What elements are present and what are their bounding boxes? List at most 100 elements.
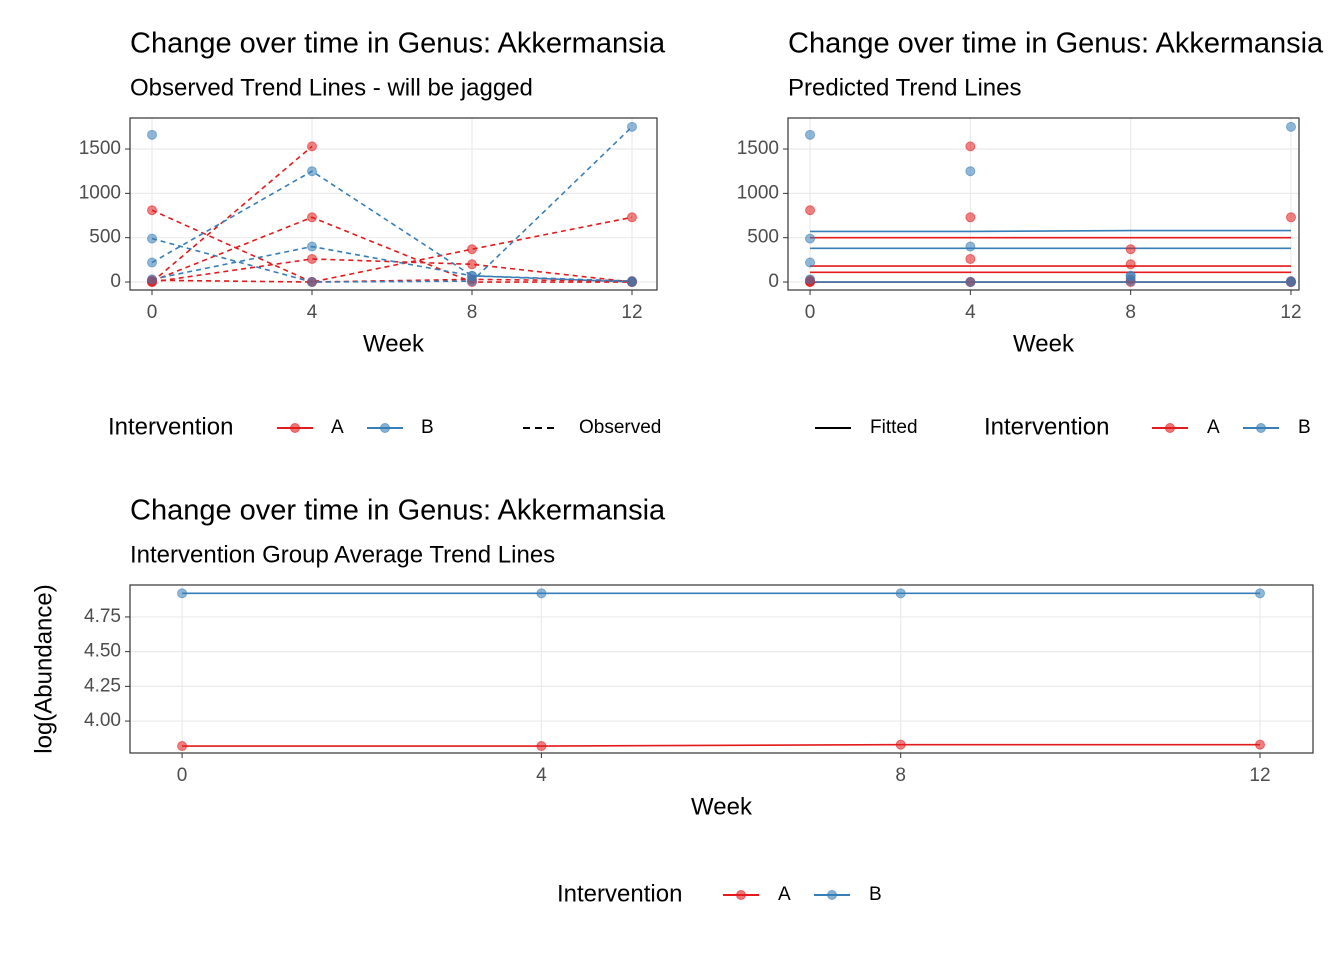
x-tick-label: 12 — [621, 302, 642, 323]
data-point — [307, 253, 317, 264]
legend: Intervention A B — [557, 880, 882, 907]
data-point — [805, 129, 816, 140]
legend-label: B — [421, 417, 434, 438]
data-point — [895, 588, 906, 599]
data-point — [1125, 244, 1136, 255]
data-point — [627, 276, 637, 287]
legend-key-point — [1256, 423, 1266, 433]
data-point — [147, 205, 157, 216]
data-point — [1285, 212, 1296, 223]
y-tick-label: 1000 — [737, 182, 779, 203]
y-tick-label: 0 — [110, 271, 121, 292]
trend-line — [151, 170, 633, 283]
legend-label: A — [778, 884, 791, 905]
y-tick-label: 1500 — [737, 138, 779, 159]
legend-key-point — [1165, 423, 1175, 433]
data-point — [307, 277, 317, 288]
data-point — [805, 274, 816, 285]
plot-border — [787, 117, 1300, 291]
trend-line — [151, 245, 633, 282]
data-point — [467, 244, 477, 255]
chart-subtitle: Predicted Trend Lines — [788, 74, 1021, 101]
fitted-line — [810, 229, 1291, 233]
panel-header: Change over time in Genus: Akkermansia In… — [130, 495, 666, 569]
data-point — [895, 739, 906, 750]
data-point — [965, 212, 976, 223]
data-point — [307, 212, 317, 223]
legend-title: Intervention — [108, 413, 233, 440]
panel-header: Change over time in Genus: Akkermansia Ob… — [130, 28, 666, 102]
y-tick-label: 500 — [89, 227, 121, 248]
data-point — [1125, 270, 1136, 281]
data-point — [467, 259, 477, 270]
panel: Change over time in Genus: Akkermansia In… — [30, 495, 1314, 907]
y-tick-label: 0 — [768, 271, 779, 292]
y-tick-label: 1500 — [79, 138, 121, 159]
legend-title: Intervention — [557, 880, 682, 907]
data-point — [307, 166, 317, 177]
legend-label: Fitted — [870, 417, 918, 438]
x-axis-title: Week — [691, 793, 753, 820]
data-point — [1125, 259, 1136, 270]
panel: Change over time in Genus: Akkermansia Pr… — [737, 28, 1324, 441]
chart-subtitle: Observed Trend Lines - will be jagged — [130, 74, 533, 101]
chart-title: Change over time in Genus: Akkermansia — [130, 28, 666, 60]
data-point — [805, 205, 816, 216]
plot-border — [129, 117, 658, 291]
data-point — [147, 257, 157, 268]
x-tick-label: 4 — [307, 302, 318, 323]
plot-border — [129, 584, 1314, 754]
panel-header: Change over time in Genus: Akkermansia Pr… — [788, 28, 1324, 102]
legend-label: B — [1298, 417, 1311, 438]
x-tick-label: 8 — [1125, 302, 1136, 323]
data-point — [965, 277, 976, 288]
data-point — [177, 588, 188, 599]
data-point — [965, 241, 976, 252]
data-point — [147, 233, 157, 244]
legend-key-point — [736, 890, 746, 900]
x-tick-label: 4 — [536, 765, 547, 786]
legend: Fitted Intervention A B — [815, 413, 1311, 440]
x-tick-label: 8 — [467, 302, 478, 323]
data-point — [307, 241, 317, 252]
data-point — [1255, 739, 1266, 750]
data-point — [147, 129, 157, 140]
data-point — [1285, 276, 1296, 287]
data-point — [177, 741, 188, 752]
trend-line — [151, 209, 633, 283]
x-tick-label: 12 — [1280, 302, 1301, 323]
trend-line — [151, 126, 633, 283]
legend-label: A — [331, 417, 344, 438]
trend-line — [151, 216, 632, 283]
x-tick-label: 0 — [177, 765, 188, 786]
data-point — [805, 233, 816, 244]
legend-key-point — [380, 423, 390, 433]
x-tick-label: 0 — [147, 302, 158, 323]
data-point — [627, 121, 637, 132]
y-tick-label: 4.00 — [84, 710, 121, 731]
chart-subtitle: Intervention Group Average Trend Lines — [130, 541, 555, 568]
data-point — [965, 141, 976, 152]
plot-area — [130, 118, 657, 290]
y-tick-label: 500 — [747, 227, 779, 248]
y-tick-label: 4.75 — [84, 606, 121, 627]
legend: Intervention A B Observed — [108, 413, 661, 440]
x-axis-title: Week — [1013, 330, 1075, 357]
y-tick-label: 1000 — [79, 182, 121, 203]
data-point — [805, 257, 816, 268]
data-point — [536, 588, 547, 599]
x-tick-label: 0 — [805, 302, 816, 323]
plot-area — [788, 118, 1299, 290]
data-point — [1285, 121, 1296, 132]
data-point — [965, 253, 976, 264]
legend-label: B — [869, 884, 882, 905]
x-axis-title: Week — [363, 330, 425, 357]
legend-title: Intervention — [984, 413, 1109, 440]
data-point — [307, 141, 317, 152]
chart-title: Change over time in Genus: Akkermansia — [788, 28, 1324, 60]
trend-line — [182, 743, 1260, 747]
y-tick-label: 4.50 — [84, 641, 121, 662]
data-point — [467, 270, 477, 281]
data-point — [627, 212, 637, 223]
x-tick-label: 4 — [965, 302, 976, 323]
